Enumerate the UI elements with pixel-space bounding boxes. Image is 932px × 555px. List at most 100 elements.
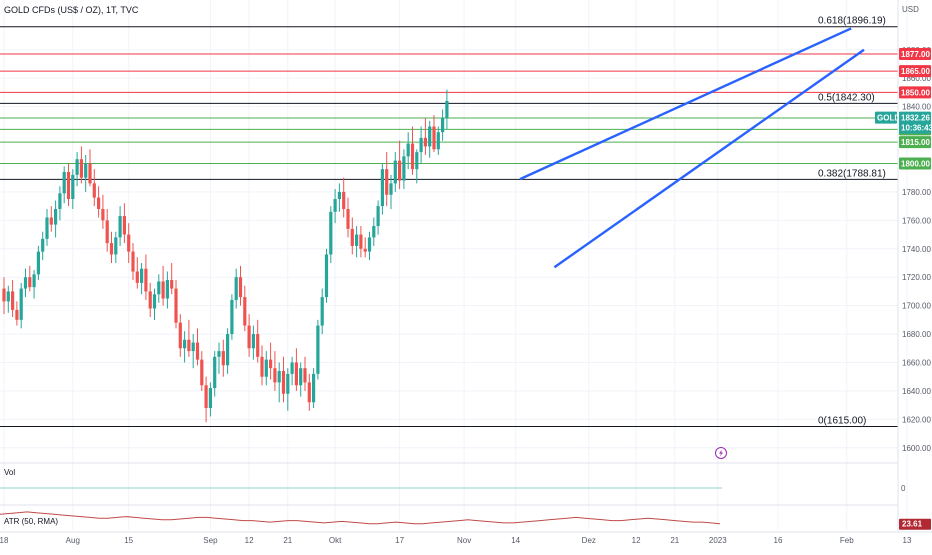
candle-body (316, 325, 320, 374)
candle-body (415, 152, 419, 170)
last-price-label: 1832.26 (901, 114, 930, 123)
candle-body (208, 388, 212, 408)
fib-level-label: 0.618(1896.19) (818, 16, 886, 27)
candle (346, 197, 350, 238)
candle (200, 351, 204, 391)
trendlines-layer (519, 27, 865, 269)
price-tick-label: 1860.00 (902, 74, 931, 83)
time-tick-label: Dez (582, 536, 596, 545)
candle (273, 351, 277, 391)
time-tick-label: Nov (457, 536, 471, 545)
trendline-upper[interactable] (519, 27, 852, 181)
candle-body (140, 268, 144, 283)
candle-body (6, 291, 10, 302)
candle (19, 282, 23, 329)
last-price-badge (899, 111, 931, 134)
candle (423, 117, 427, 155)
candle (316, 319, 320, 380)
candle (432, 115, 436, 153)
candle (290, 356, 294, 386)
time-axis-layer[interactable]: 18 Aug 15 Sep 12 21 Okt 17 Nov 14 Dez 12 21 2023 16 Feb… (0, 536, 912, 545)
support-badge (899, 136, 931, 149)
candle (11, 280, 15, 318)
candle-body (122, 216, 126, 235)
candle-body (372, 226, 376, 238)
candle-body (359, 234, 363, 249)
candle-body (88, 163, 92, 184)
candle-body (247, 325, 251, 349)
candle-body (419, 137, 423, 153)
candle-body (213, 356, 217, 389)
candle-body (58, 193, 62, 209)
price-tick-label: 1640.00 (902, 387, 931, 396)
atr-label: ATR (50, RMA) (4, 517, 58, 526)
symbol-badge (875, 111, 897, 124)
candle (54, 200, 58, 238)
atr-line (0, 511, 721, 525)
candle-body (97, 197, 101, 209)
candle-body (200, 359, 204, 386)
candle-body (54, 208, 58, 225)
candle (71, 169, 75, 209)
atr-value: 23.61 (902, 520, 923, 529)
candle-body (264, 359, 268, 377)
candle-body (15, 309, 19, 320)
candle (140, 262, 144, 295)
candle-body (346, 208, 350, 229)
candle (187, 319, 191, 357)
candle (2, 277, 6, 315)
price-tick-label: 1760.00 (902, 216, 931, 225)
currency-label: USD (902, 5, 919, 14)
candle-body (71, 174, 75, 200)
candle-body (66, 172, 71, 200)
candle-body (101, 208, 105, 221)
time-tick-label: 12 (245, 536, 254, 545)
candle (415, 149, 419, 184)
candle (32, 270, 36, 299)
lightning-icon[interactable] (715, 447, 727, 459)
trendline-lower[interactable] (553, 48, 865, 269)
candle (355, 226, 359, 258)
candle-body (406, 143, 410, 157)
candle-body (243, 297, 247, 326)
candle-body (385, 169, 389, 195)
candle-body (234, 277, 238, 300)
candle (393, 152, 397, 192)
candle-body (303, 368, 307, 383)
time-tick-label: 2023 (709, 536, 727, 545)
candle (294, 348, 298, 391)
resistance-badge (899, 48, 931, 61)
candle (79, 146, 83, 184)
candle (299, 362, 303, 397)
candle (144, 254, 148, 300)
candle (114, 231, 118, 263)
price-tick-label: 1660.00 (902, 358, 931, 367)
candle-body (238, 277, 243, 298)
countdown-label: 10:36:43 (901, 124, 932, 133)
time-tick-label: Okt (329, 536, 342, 545)
candle-body (170, 280, 174, 289)
candle (303, 356, 307, 391)
candle-body (148, 291, 152, 309)
candle (230, 294, 234, 340)
candle (183, 331, 187, 363)
candle-body (226, 334, 230, 366)
time-tick-label: Sep (203, 536, 218, 545)
candle (260, 345, 264, 386)
candle (333, 189, 337, 224)
candle-body (363, 248, 367, 252)
candle-body (144, 268, 148, 292)
price-axis-layer[interactable]: 1600.00 1620.00 1640.00 1660.00 1680.00 1700.… (875, 46, 932, 530)
candle (363, 237, 367, 258)
candle (428, 120, 432, 158)
candle (75, 152, 79, 187)
candle (251, 325, 255, 360)
candle-body (445, 100, 449, 118)
candle (337, 183, 341, 212)
candle-body (114, 237, 118, 255)
candles-layer (2, 89, 449, 423)
resistance-badge-label: 1850.00 (901, 88, 930, 97)
candle (58, 186, 62, 221)
price-tick-label: 1700.00 (902, 302, 931, 311)
price-tick-label: 1720.00 (902, 273, 931, 282)
